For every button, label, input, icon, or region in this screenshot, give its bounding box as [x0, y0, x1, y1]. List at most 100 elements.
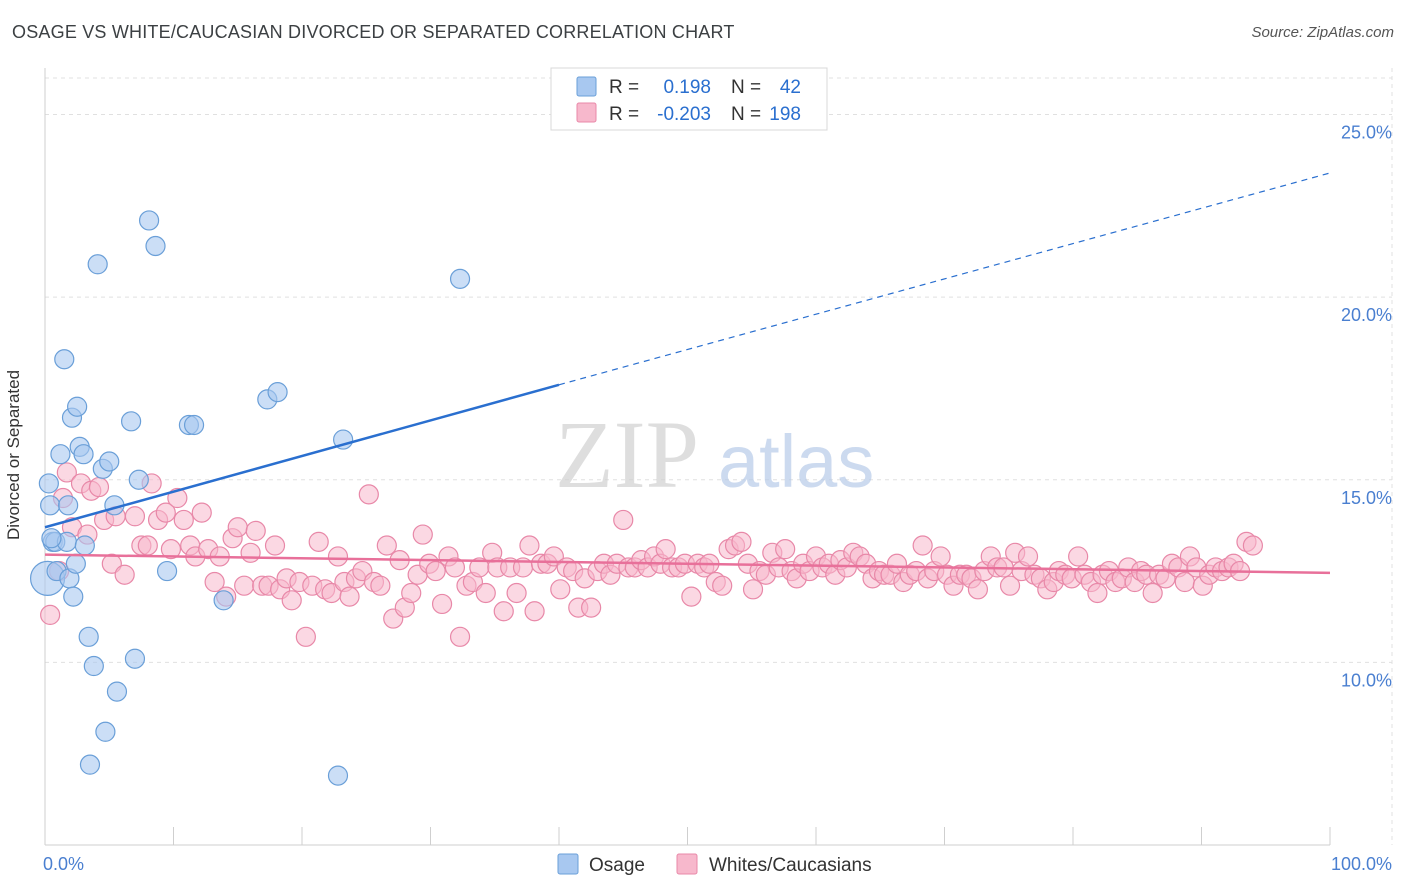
- x-tick-label-min: 0.0%: [43, 854, 84, 874]
- data-point-white: [370, 575, 391, 596]
- data-point-white: [1142, 582, 1163, 604]
- legend-osage-n-value: 42: [780, 77, 801, 98]
- tick-labels: 10.0% 15.0% 20.0% 25.0% 0.0% 100.0%: [43, 123, 1392, 874]
- trend-line-osage: [44, 383, 560, 529]
- trend-lines: [44, 172, 1331, 575]
- data-point-white: [401, 582, 422, 604]
- data-point-white: [264, 535, 286, 556]
- data-point-white: [712, 575, 733, 596]
- data-point-white: [295, 626, 316, 647]
- legend-osage-r-value: 0.198: [663, 77, 711, 98]
- legend-white-n-value: 198: [769, 104, 801, 125]
- data-point-white: [999, 575, 1021, 596]
- data-point-white: [376, 535, 397, 556]
- data-point-white: [967, 579, 989, 600]
- data-point-white: [88, 476, 110, 498]
- data-point-white: [613, 509, 634, 531]
- data-point-osage: [78, 626, 99, 647]
- source-label: Source: ZipAtlas.com: [1251, 24, 1394, 41]
- data-point-osage: [83, 655, 104, 677]
- data-point-osage: [138, 210, 160, 231]
- y-tick-label: 20.0%: [1341, 305, 1392, 325]
- y-tick-label: 10.0%: [1341, 670, 1392, 690]
- y-tick-label: 15.0%: [1341, 488, 1392, 508]
- data-point-white: [550, 579, 571, 600]
- series-legend: Osage Whites/Caucasians: [557, 853, 872, 876]
- data-point-osage: [73, 444, 94, 465]
- data-point-osage: [327, 765, 349, 786]
- data-point-white: [155, 502, 176, 523]
- watermark: ZIP atlas: [555, 401, 874, 508]
- data-point-white: [240, 542, 261, 563]
- data-point-osage: [38, 473, 59, 494]
- data-point-white: [444, 557, 466, 578]
- data-point-white: [1017, 546, 1039, 567]
- data-point-osage: [128, 469, 149, 490]
- data-point-white: [731, 531, 752, 552]
- data-point-white: [519, 535, 540, 556]
- data-point-osage: [124, 648, 146, 669]
- data-point-white: [742, 579, 764, 600]
- data-point-osage: [267, 382, 288, 403]
- data-point-osage: [54, 349, 75, 370]
- data-point-white: [775, 539, 796, 560]
- data-point-osage: [183, 414, 205, 436]
- data-point-osage: [65, 553, 86, 574]
- data-point-osage: [87, 254, 108, 275]
- data-point-white: [912, 535, 933, 556]
- data-point-osage: [120, 411, 142, 432]
- data-point-white: [431, 593, 453, 615]
- data-point-osage: [67, 396, 88, 417]
- data-point-white: [1068, 546, 1089, 567]
- data-point-white: [412, 524, 433, 545]
- legend-osage-r-label: R =: [609, 77, 639, 98]
- legend-white-swatch: [576, 102, 597, 123]
- legend-osage-n-label: N =: [731, 77, 761, 98]
- data-point-white: [655, 539, 676, 560]
- legend-white-r-label: R =: [609, 104, 639, 125]
- data-point-osage: [50, 444, 71, 465]
- data-point-osage: [58, 495, 79, 516]
- data-point-osage: [156, 560, 178, 582]
- data-point-white: [930, 546, 951, 567]
- data-point-osage: [449, 268, 471, 289]
- legend-white-marker: [676, 853, 698, 875]
- data-point-osage: [99, 451, 120, 472]
- data-point-white: [173, 509, 194, 531]
- data-point-white: [524, 601, 545, 622]
- legend-box-frame: [550, 67, 828, 131]
- data-point-white: [493, 601, 514, 622]
- watermark-zip: ZIP: [555, 401, 699, 508]
- trend-line-osage-extension: [558, 172, 1331, 386]
- data-point-white: [40, 604, 61, 626]
- data-point-white: [339, 586, 360, 607]
- trend-line-whites: [44, 553, 1331, 575]
- data-point-osage: [95, 721, 116, 742]
- data-point-white: [114, 564, 135, 585]
- data-point-osage: [213, 590, 234, 611]
- correlation-legend: R = 0.198 N = 42 R = -0.203 N = 198: [550, 67, 828, 131]
- data-point-osage: [145, 235, 166, 257]
- data-point-white: [191, 502, 212, 523]
- data-point-white: [425, 560, 446, 582]
- data-point-osage: [79, 754, 101, 775]
- chart-title: OSAGE VS WHITE/CAUCASIAN DIVORCED OR SEP…: [12, 22, 735, 42]
- data-point-osage: [74, 535, 95, 556]
- data-point-osage: [40, 495, 61, 516]
- data-point-osage: [63, 586, 84, 607]
- data-point-white: [681, 586, 702, 607]
- gridlines: [45, 68, 1393, 845]
- data-point-white: [1087, 582, 1108, 604]
- watermark-atlas: atlas: [718, 420, 874, 503]
- data-point-white: [449, 626, 471, 647]
- data-point-white: [327, 546, 349, 567]
- data-point-white: [101, 553, 122, 574]
- y-tick-label: 25.0%: [1341, 123, 1392, 143]
- data-point-white: [234, 575, 255, 596]
- data-point-white: [475, 582, 496, 604]
- data-point-white: [124, 506, 146, 527]
- data-point-white: [886, 553, 908, 574]
- data-point-white: [56, 462, 77, 483]
- data-point-white: [227, 517, 248, 538]
- data-point-osage: [41, 528, 62, 549]
